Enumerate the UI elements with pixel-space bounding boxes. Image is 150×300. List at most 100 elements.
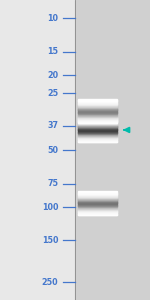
Text: 25: 25 bbox=[47, 89, 58, 98]
Text: 50: 50 bbox=[48, 146, 58, 155]
Bar bbox=[78, 192, 117, 193]
Bar bbox=[78, 110, 117, 111]
Bar bbox=[78, 118, 117, 119]
Bar bbox=[78, 131, 117, 132]
Bar bbox=[78, 107, 117, 108]
Bar bbox=[78, 128, 117, 129]
Bar bbox=[78, 195, 117, 196]
Bar bbox=[78, 138, 117, 139]
Bar bbox=[78, 129, 117, 130]
Bar bbox=[78, 213, 117, 214]
Text: 150: 150 bbox=[42, 236, 58, 245]
Bar bbox=[78, 117, 117, 118]
Bar bbox=[78, 202, 117, 203]
Bar bbox=[78, 118, 117, 119]
Bar bbox=[78, 204, 117, 205]
Bar bbox=[78, 210, 117, 211]
Bar bbox=[78, 201, 117, 202]
Bar bbox=[78, 140, 117, 141]
Bar bbox=[78, 118, 117, 119]
Bar bbox=[78, 132, 117, 133]
Bar bbox=[78, 120, 117, 121]
Bar bbox=[78, 214, 117, 215]
Bar bbox=[78, 103, 117, 104]
Bar bbox=[78, 201, 117, 202]
Text: 10: 10 bbox=[48, 14, 58, 23]
Bar bbox=[78, 122, 117, 123]
Bar bbox=[78, 206, 117, 207]
Bar bbox=[78, 120, 117, 121]
Bar bbox=[78, 132, 117, 133]
Bar bbox=[78, 118, 117, 119]
Bar bbox=[78, 123, 117, 124]
Bar bbox=[78, 194, 117, 195]
Bar bbox=[78, 99, 117, 100]
Bar bbox=[78, 136, 117, 137]
Bar bbox=[78, 134, 117, 135]
Bar bbox=[78, 122, 117, 123]
Bar bbox=[78, 208, 117, 209]
Bar bbox=[78, 135, 117, 136]
Bar bbox=[78, 124, 117, 125]
Bar bbox=[78, 115, 117, 116]
Bar bbox=[78, 136, 117, 137]
Bar bbox=[78, 209, 117, 210]
Bar bbox=[78, 123, 117, 124]
Bar bbox=[78, 207, 117, 208]
Bar bbox=[78, 100, 117, 101]
Bar bbox=[78, 116, 117, 117]
Bar bbox=[78, 127, 117, 128]
Bar bbox=[78, 114, 117, 115]
Bar bbox=[78, 193, 117, 194]
Bar bbox=[78, 111, 117, 112]
Bar bbox=[78, 116, 117, 117]
Bar bbox=[78, 139, 117, 140]
Bar bbox=[78, 214, 117, 215]
Bar bbox=[78, 205, 117, 206]
Bar bbox=[78, 113, 117, 114]
Bar bbox=[78, 120, 117, 121]
Bar bbox=[78, 104, 117, 105]
Bar bbox=[78, 106, 117, 107]
Bar bbox=[78, 105, 117, 106]
Bar bbox=[78, 110, 117, 111]
Bar bbox=[78, 197, 117, 198]
Text: 15: 15 bbox=[48, 47, 58, 56]
Bar bbox=[78, 192, 117, 193]
Bar bbox=[78, 112, 117, 113]
Bar bbox=[78, 135, 117, 136]
Bar bbox=[78, 130, 117, 131]
Text: 37: 37 bbox=[48, 121, 58, 130]
Bar bbox=[78, 191, 117, 192]
Bar bbox=[78, 203, 117, 204]
Bar bbox=[78, 121, 117, 122]
Bar bbox=[78, 137, 117, 138]
Bar bbox=[78, 102, 117, 103]
Bar bbox=[78, 119, 117, 120]
Bar bbox=[78, 100, 117, 101]
Bar bbox=[78, 210, 117, 211]
Bar bbox=[78, 126, 117, 127]
Bar bbox=[78, 196, 117, 197]
Bar bbox=[78, 138, 117, 139]
Bar bbox=[78, 195, 117, 196]
Bar bbox=[78, 129, 117, 130]
Bar bbox=[78, 113, 117, 114]
Bar bbox=[78, 207, 117, 208]
Bar bbox=[78, 141, 117, 142]
Bar bbox=[78, 196, 117, 197]
Bar bbox=[78, 204, 117, 205]
Bar bbox=[78, 211, 117, 212]
Bar bbox=[78, 119, 117, 120]
Bar bbox=[78, 107, 117, 108]
Text: 20: 20 bbox=[47, 71, 58, 80]
Bar bbox=[78, 124, 117, 125]
Bar bbox=[78, 141, 117, 142]
Text: 250: 250 bbox=[42, 278, 58, 287]
Text: 75: 75 bbox=[48, 179, 58, 188]
Bar bbox=[78, 115, 117, 116]
Bar bbox=[78, 130, 117, 131]
Bar bbox=[78, 125, 117, 126]
Bar bbox=[75, 0, 150, 300]
Bar bbox=[78, 121, 117, 122]
